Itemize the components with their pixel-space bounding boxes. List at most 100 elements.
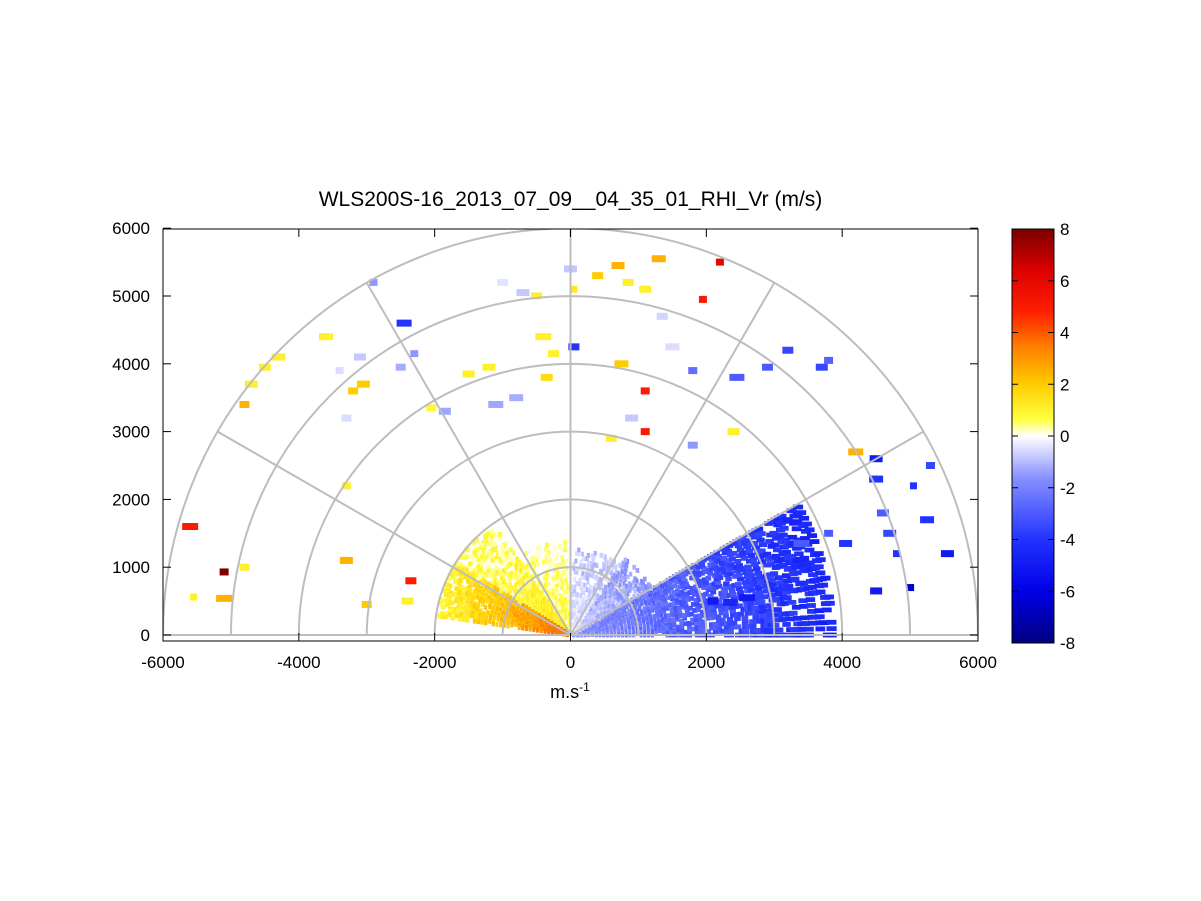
velocity-cell — [678, 613, 683, 619]
velocity-cell — [640, 578, 644, 584]
velocity-cell — [703, 609, 710, 614]
velocity-cell — [659, 612, 664, 618]
velocity-cell — [604, 576, 608, 581]
velocity-cell — [689, 596, 695, 601]
velocity-cell — [719, 594, 726, 600]
velocity-cell — [563, 592, 567, 598]
velocity-cell — [560, 585, 564, 591]
velocity-cell — [620, 569, 624, 574]
velocity-cell — [744, 564, 752, 570]
velocity-cell — [685, 597, 691, 602]
velocity-cell — [538, 569, 542, 574]
velocity-cell — [560, 577, 564, 583]
velocity-cell — [562, 569, 566, 575]
velocity-cell — [747, 605, 755, 611]
velocity-cell — [622, 278, 634, 286]
velocity-cell — [480, 570, 485, 575]
velocity-cell — [570, 606, 574, 612]
velocity-cell — [579, 559, 583, 564]
velocity-cell — [712, 573, 719, 578]
velocity-cell — [699, 570, 705, 576]
velocity-cell — [462, 595, 468, 601]
velocity-cell — [514, 621, 518, 627]
velocity-cell — [700, 565, 707, 571]
velocity-cell — [462, 370, 475, 378]
velocity-cell — [504, 541, 509, 547]
velocity-cell — [718, 591, 725, 596]
velocity-cell — [476, 556, 481, 562]
velocity-cell — [709, 586, 716, 591]
velocity-cell — [732, 573, 740, 579]
velocity-cell — [707, 608, 713, 614]
velocity-cell — [538, 585, 542, 591]
velocity-cell — [883, 529, 897, 537]
velocity-cell — [465, 599, 470, 605]
velocity-cell — [690, 626, 696, 632]
velocity-cell — [814, 608, 825, 614]
velocity-cell — [491, 621, 495, 627]
velocity-cell — [460, 591, 465, 597]
velocity-cell — [782, 589, 791, 595]
velocity-cell — [458, 584, 464, 590]
velocity-cell — [552, 560, 556, 566]
velocity-cell — [670, 578, 675, 584]
velocity-cell — [578, 612, 582, 618]
velocity-cell — [762, 551, 772, 557]
velocity-cell — [781, 573, 791, 579]
velocity-cell — [510, 622, 514, 628]
velocity-cell — [627, 586, 631, 592]
velocity-cell — [443, 611, 449, 617]
velocity-cell — [560, 588, 564, 594]
velocity-cell — [650, 596, 654, 602]
velocity-cell — [709, 566, 716, 571]
velocity-cell — [478, 598, 482, 604]
velocity-cell — [541, 563, 545, 569]
velocity-cell — [869, 475, 884, 483]
velocity-cell — [687, 629, 692, 635]
velocity-cell — [616, 596, 620, 602]
velocity-cell — [587, 572, 591, 578]
velocity-cell — [484, 585, 488, 591]
velocity-cell — [457, 587, 463, 593]
velocity-cell — [815, 570, 826, 576]
velocity-cell — [565, 573, 569, 579]
velocity-cell — [562, 558, 566, 564]
velocity-cell — [610, 595, 614, 601]
velocity-cell — [778, 562, 788, 568]
velocity-cell — [723, 621, 730, 626]
velocity-cell — [580, 589, 584, 595]
velocity-cell — [530, 569, 534, 575]
velocity-cell — [547, 542, 552, 547]
velocity-cell — [637, 613, 641, 619]
velocity-cell — [560, 558, 564, 564]
velocity-cell — [723, 572, 731, 578]
velocity-cell — [669, 630, 673, 635]
velocity-cell — [706, 605, 713, 610]
velocity-cell — [679, 629, 685, 635]
velocity-cell — [456, 602, 462, 608]
velocity-cell — [468, 591, 473, 597]
velocity-cell — [573, 577, 577, 582]
velocity-cell — [539, 548, 544, 553]
velocity-cell — [586, 556, 590, 562]
velocity-cell — [710, 589, 717, 595]
velocity-cell — [709, 625, 715, 631]
velocity-cell — [519, 606, 523, 612]
velocity-cell — [588, 584, 592, 590]
velocity-cell — [518, 568, 522, 573]
velocity-cell — [466, 596, 471, 602]
velocity-cell — [572, 565, 576, 571]
velocity-cell — [703, 580, 710, 586]
x-tick-label: -2000 — [413, 653, 456, 672]
velocity-cell — [502, 623, 506, 628]
velocity-cell — [674, 588, 680, 594]
velocity-cell — [624, 624, 628, 630]
velocity-cell — [668, 622, 673, 628]
velocity-cell — [483, 533, 489, 539]
colorbar-tick-label: -2 — [1060, 479, 1075, 498]
velocity-cell — [619, 601, 623, 607]
velocity-cell — [475, 594, 480, 600]
velocity-cell — [608, 557, 613, 562]
velocity-cell — [708, 582, 714, 588]
velocity-cell — [563, 603, 567, 609]
